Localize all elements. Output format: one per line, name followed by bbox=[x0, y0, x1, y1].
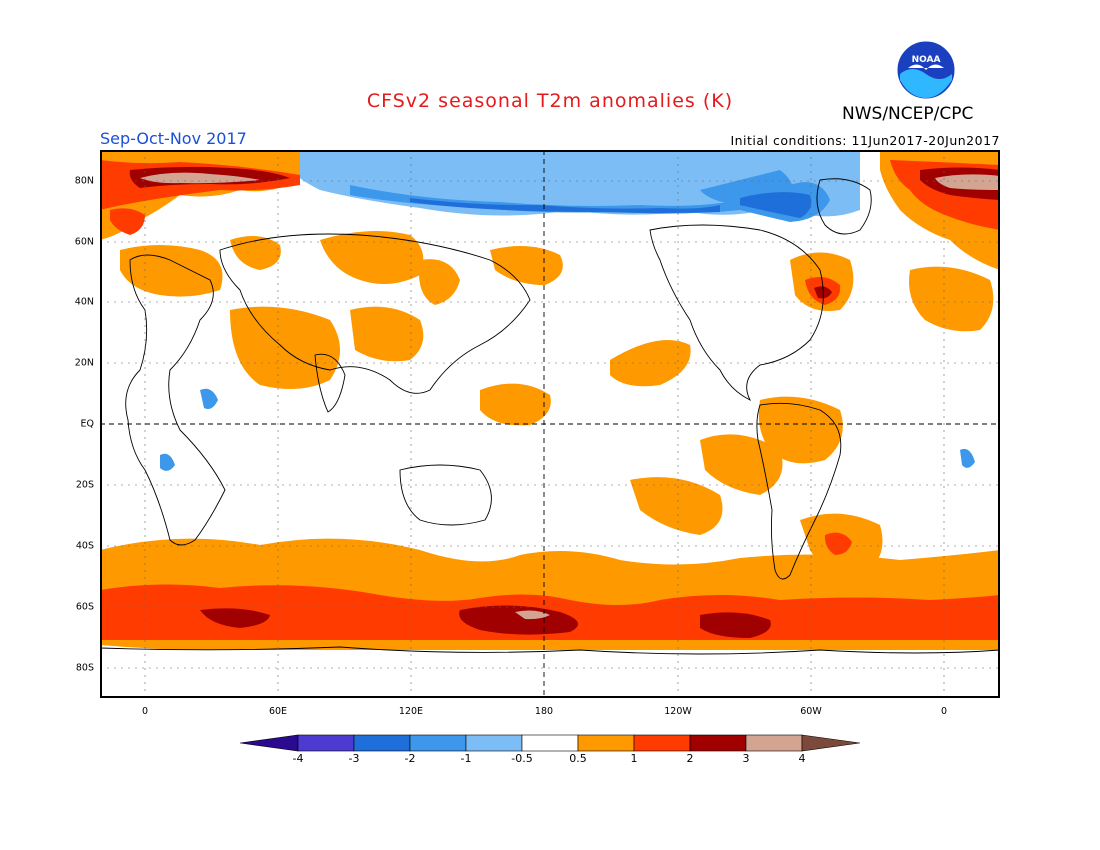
warm-anomaly-eurasia bbox=[120, 231, 563, 389]
map-frame bbox=[100, 150, 1000, 698]
map-title: CFSv2 seasonal T2m anomalies (K) bbox=[366, 90, 734, 112]
colorbar-label-neg2: -2 bbox=[404, 752, 416, 765]
colorbar-cell-3-4 bbox=[745, 734, 803, 752]
lon-label-60w: 60W bbox=[800, 706, 822, 717]
lon-label-60e: 60E bbox=[268, 706, 288, 717]
colorbar-cell-gt-4 bbox=[801, 734, 860, 752]
warm-anomaly-southern-ocean-extreme bbox=[515, 610, 550, 620]
cold-anomaly-patches bbox=[160, 388, 975, 471]
colorbar-cell-4-3 bbox=[297, 734, 355, 752]
colorbar-cell-neutral bbox=[521, 734, 579, 752]
colorbar-label-05: 0.5 bbox=[569, 752, 587, 765]
colorbar-label-3: 3 bbox=[742, 752, 750, 765]
colorbar-cell-lt-4 bbox=[240, 734, 299, 752]
colorbar-cell-1-05 bbox=[465, 734, 523, 752]
noaa-logo: NOAA bbox=[896, 40, 956, 100]
lat-label-80s: 80S bbox=[75, 662, 94, 674]
lat-label-40s: 40S bbox=[75, 540, 94, 552]
colorbar-cell-2-1 bbox=[409, 734, 467, 752]
colorbar-cell-05-1 bbox=[577, 734, 635, 752]
lon-label-0-right: 0 bbox=[940, 706, 948, 717]
colorbar-label-neg05: -0.5 bbox=[511, 752, 533, 765]
lon-label-180: 180 bbox=[534, 706, 554, 717]
lat-label-80n: 80N bbox=[74, 175, 94, 187]
colorbar-cell-2-3 bbox=[689, 734, 747, 752]
lat-label-40n: 40N bbox=[74, 296, 94, 308]
antarctica-landmass bbox=[100, 645, 1000, 698]
lat-label-60s: 60S bbox=[75, 601, 94, 613]
lat-label-20s: 20S bbox=[75, 479, 94, 491]
lat-label-60n: 60N bbox=[74, 236, 94, 248]
colorbar-label-1: 1 bbox=[630, 752, 638, 765]
lon-label-120w: 120W bbox=[664, 706, 692, 717]
initial-conditions-label: Initial conditions: 11Jun2017-20Jun2017 bbox=[730, 133, 1000, 148]
lat-label-eq: EQ bbox=[80, 418, 94, 430]
colorbar-cell-3-2 bbox=[353, 734, 411, 752]
season-label: Sep-Oct-Nov 2017 bbox=[100, 129, 247, 148]
colorbar-label-neg1: -1 bbox=[460, 752, 472, 765]
warm-anomaly-arctic-right-extreme bbox=[935, 174, 1000, 190]
colorbar bbox=[240, 734, 860, 752]
map-gridlines bbox=[100, 150, 1000, 698]
lat-label-20n: 20N bbox=[74, 357, 94, 369]
lon-label-120e: 120E bbox=[398, 706, 424, 717]
cold-anomaly-arctic-strong bbox=[410, 192, 812, 218]
colorbar-label-4: 4 bbox=[798, 752, 806, 765]
colorbar-label-neg3: -3 bbox=[348, 752, 360, 765]
warm-anomaly-pacific bbox=[480, 340, 783, 535]
organization-label: NWS/NCEP/CPC bbox=[842, 104, 974, 124]
warm-anomaly-arctic-left-extreme bbox=[140, 172, 260, 184]
colorbar-cell-1-2 bbox=[633, 734, 691, 752]
warm-anomaly-south-america-core bbox=[824, 532, 852, 555]
colorbar-label-neg4: -4 bbox=[292, 752, 304, 765]
warm-anomaly-southern-ocean-strong bbox=[200, 605, 771, 638]
map-reference-lines bbox=[100, 150, 1000, 698]
colorbar-label-2: 2 bbox=[686, 752, 694, 765]
noaa-logo-text: NOAA bbox=[912, 55, 941, 65]
anomaly-map bbox=[100, 150, 1000, 698]
lon-label-0-left: 0 bbox=[141, 706, 149, 717]
coastlines bbox=[100, 178, 1000, 655]
